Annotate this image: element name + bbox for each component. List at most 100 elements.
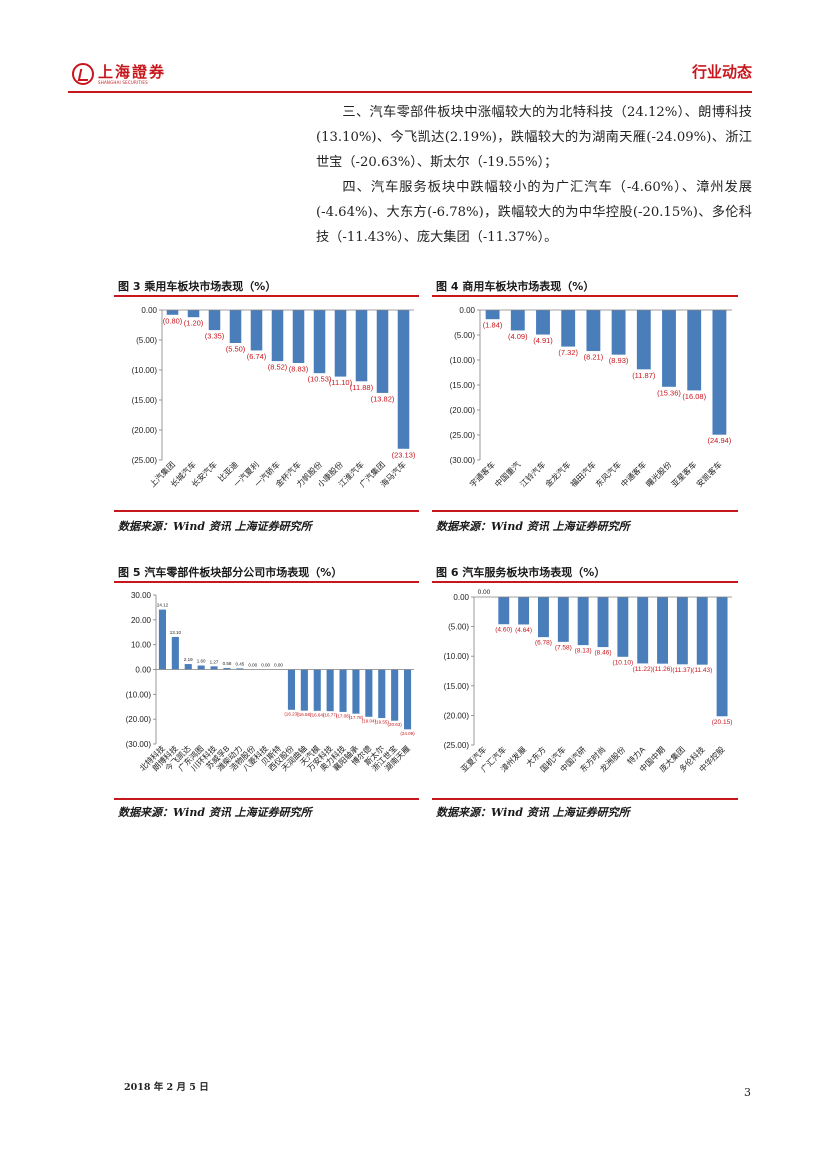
fig5-data-label: 0.00: [248, 663, 257, 668]
fig6-ytick-label: (25.00): [444, 741, 470, 750]
fig4-bar: [536, 310, 550, 335]
fig4-category-label: 东风汽车: [593, 459, 623, 489]
fig3-top-rule: [114, 295, 419, 297]
fig4-bar: [662, 310, 676, 387]
fig5-ytick-label: 30.00: [131, 591, 152, 600]
fig5-data-label: (17.78): [349, 715, 364, 720]
fig6-ytick-label: 0.00: [453, 593, 469, 602]
logo-subtext: SHANGHAI SECURITIES: [98, 80, 148, 85]
fig4-ytick-label: (30.00): [450, 456, 476, 465]
fig6-data-label: (10.10): [613, 659, 634, 666]
fig6-bar: [557, 597, 569, 642]
fig6-ytick-label: (20.00): [444, 711, 470, 720]
fig3-ytick-label: (10.00): [132, 366, 158, 375]
fig5-top-rule: [114, 581, 419, 583]
fig5-bar: [352, 669, 360, 714]
fig5-data-label: (16.64): [310, 712, 325, 717]
fig3-ytick-label: (20.00): [132, 426, 158, 435]
fig4-bar: [712, 310, 727, 435]
fig3-ytick-label: (25.00): [132, 456, 158, 465]
section-title: 行业动态: [691, 63, 752, 81]
fig4-category-label: 江铃汽车: [518, 459, 548, 489]
fig4-category-label: 中国重汽: [493, 459, 523, 489]
fig5-bar: [313, 669, 321, 711]
fig5-data-label: (16.58): [297, 712, 312, 717]
fig6-bar: [538, 597, 549, 638]
fig5-bar: [223, 668, 231, 670]
fig5-ytick-label: (10.00): [126, 690, 152, 699]
fig4-bar: [687, 310, 702, 391]
fig4-data-label: (11.87): [632, 371, 656, 380]
fig6-data-label: 0.00: [478, 589, 491, 596]
fig3-bar: [355, 310, 368, 382]
fig6-data-label: (11.37): [672, 667, 692, 674]
fig3-bar: [229, 310, 242, 343]
fig6-top-rule: [432, 581, 738, 583]
logo-emblem-icon: [72, 63, 94, 85]
fig3-data-label: (11.88): [350, 383, 374, 392]
fig4-title: 图 4 商用车板块市场表现（%）: [436, 280, 595, 293]
fig4-category-label: 亚星客车: [669, 459, 699, 489]
fig5-data-label: 1.27: [210, 659, 219, 664]
fig6-data-label: (4.64): [515, 627, 532, 634]
fig4-data-label: (24.94): [708, 436, 732, 445]
fig5-bar: [365, 669, 373, 717]
body-text: 三、汽车零部件板块中涨幅较大的为北特科技（24.12%）、朗博科技(13.10%…: [316, 100, 752, 250]
paragraph-services: 四、汽车服务板块中跌幅较小的为广汇汽车（-4.60%）、漳州发展(-4.64%)…: [316, 180, 752, 245]
fig6-ytick-label: (5.00): [448, 623, 469, 632]
fig3-data-label: (6.74): [247, 352, 267, 361]
fig5-ytick-label: 0.00: [135, 666, 151, 675]
fig4-ytick-label: (5.00): [454, 331, 475, 340]
fig5-data-label: 0.00: [274, 663, 283, 668]
fig5-bar: [404, 669, 412, 730]
fig4-data-label: (8.21): [584, 353, 604, 362]
fig5-bar: [300, 669, 308, 711]
fig6-data-label: (11.26): [652, 666, 672, 673]
fig5-data-label: (19.04): [362, 718, 377, 723]
fig5-data-label: (17.08): [336, 713, 351, 718]
fig4-bottom-rule: [432, 510, 738, 512]
fig5-bar: [287, 669, 295, 710]
fig4-category-label: 安凯客车: [694, 459, 724, 489]
fig4-bar: [510, 310, 525, 331]
fig3-data-label: (23.13): [392, 450, 416, 459]
fig4-source: 数据来源：Wind 资讯 上海证券研究所: [436, 520, 630, 533]
fig6-data-label: (7.58): [555, 644, 572, 651]
fig6-data-label: (11.22): [633, 666, 653, 673]
fig3-data-label: (1.20): [184, 319, 204, 328]
fig6-source: 数据来源：Wind 资讯 上海证券研究所: [436, 806, 630, 819]
footer-date: 2018 年 2 月 5 日: [124, 1082, 209, 1093]
fig6-bar: [657, 597, 668, 664]
fig5-ytick-label: 10.00: [131, 641, 152, 650]
fig4-data-label: (15.36): [657, 388, 681, 397]
fig4-bar: [611, 310, 626, 355]
fig3-data-label: (8.52): [268, 363, 288, 372]
fig5-data-label: 24.12: [157, 603, 169, 608]
header-divider: [68, 91, 752, 93]
fig5-bar: [339, 669, 347, 712]
fig6-chart: 0.00 (5.00) (10.00) (15.00) (20.00) (25.00) 0.…: [444, 589, 733, 774]
fig3-data-label: (11.10): [329, 378, 353, 387]
fig6-bar: [597, 597, 609, 648]
fig5-bar: [210, 666, 218, 670]
fig5-chart: 30.00 20.00 10.00 0.00 (10.00) (20.00) (30.00)…: [126, 591, 416, 773]
fig3-data-label: (5.50): [226, 345, 246, 354]
fig4-category-label: 中通客车: [619, 459, 649, 489]
fig5-bar: [197, 665, 205, 670]
fig3-title: 图 3 乘用车板块市场表现（%）: [118, 280, 277, 293]
fig6-bottom-rule: [432, 798, 738, 800]
fig4-category-label: 福田汽车: [568, 459, 598, 489]
logo-text: 上海證券: [98, 63, 167, 81]
fig3-data-label: (13.82): [371, 394, 395, 403]
fig6-bar: [518, 597, 530, 625]
fig3-source: 数据来源：Wind 资讯 上海证券研究所: [118, 520, 312, 533]
fig5-ytick-label: 20.00: [131, 616, 152, 625]
fig6-bar: [498, 597, 510, 625]
fig3-bar: [187, 310, 200, 318]
fig5-bar: [326, 669, 334, 712]
fig4-bar: [485, 310, 500, 320]
fig5-bar: [158, 609, 166, 670]
fig5-data-label: 0.45: [235, 661, 244, 666]
fig3-bar: [334, 310, 347, 377]
fig4-category-label: 金龙汽车: [543, 459, 573, 489]
